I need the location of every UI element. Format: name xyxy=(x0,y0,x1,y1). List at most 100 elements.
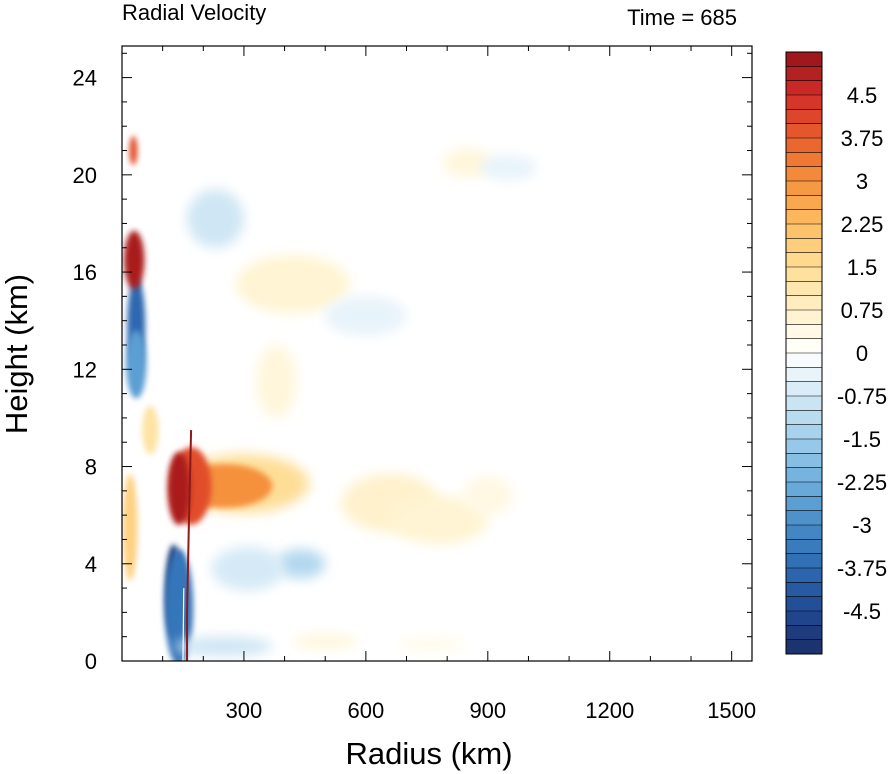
field-cell xyxy=(276,549,326,579)
chart-title-left: Radial Velocity xyxy=(122,0,266,25)
colorbar-swatch xyxy=(786,324,822,339)
colorbar-swatch xyxy=(786,410,822,425)
colorbar-swatch xyxy=(786,353,822,368)
field-cell xyxy=(398,636,464,652)
colorbar-swatch xyxy=(786,639,822,655)
colorbar-swatch xyxy=(786,224,822,239)
chart-title-right: Time = 685 xyxy=(627,5,737,30)
colorbar-swatch xyxy=(786,439,822,454)
colorbar-swatch xyxy=(786,295,822,311)
velocity-field xyxy=(122,135,537,661)
colorbar-label: 3 xyxy=(856,169,868,194)
colorbar-swatch xyxy=(786,52,822,67)
colorbar-label: -3.75 xyxy=(837,556,887,581)
y-tick-label: 12 xyxy=(73,357,97,382)
field-cell xyxy=(129,135,138,166)
colorbar-swatch xyxy=(786,181,822,196)
colorbar-swatch xyxy=(786,568,822,583)
eyewall-line xyxy=(186,430,193,661)
colorbar-swatch xyxy=(786,123,822,139)
x-tick-label: 1500 xyxy=(707,698,756,723)
field-cell xyxy=(256,344,297,418)
x-tick-label: 300 xyxy=(226,698,263,723)
x-axis-title: Radius (km) xyxy=(345,736,512,771)
x-tick-label: 1200 xyxy=(585,698,634,723)
x-tick-labels: 300 600 900 1200 1500 xyxy=(226,698,757,723)
colorbar-swatch xyxy=(786,238,822,253)
colorbar-label: -4.5 xyxy=(843,599,881,624)
plot-area xyxy=(121,45,753,662)
colorbar-swatch xyxy=(786,482,822,497)
field-cell xyxy=(479,155,537,180)
eyewall-line-inner xyxy=(182,588,185,661)
colorbar-label: -1.5 xyxy=(843,427,881,452)
field-cell xyxy=(142,405,159,455)
colorbar-swatch xyxy=(786,310,822,325)
field-cell xyxy=(124,230,145,290)
field-cell xyxy=(164,549,194,661)
colorbar-swatch xyxy=(786,281,822,296)
y-tick-label: 16 xyxy=(73,260,97,285)
y-tick-label: 0 xyxy=(85,649,97,674)
field-cell xyxy=(187,189,244,248)
field-cell xyxy=(122,473,138,581)
axis-ticks xyxy=(122,46,752,662)
colorbar-swatch xyxy=(786,209,822,225)
field-cell xyxy=(443,148,492,178)
colorbar-labels: 4.5 3.75 3 2.25 1.5 0.75 0 -0.75 -1.5 -2.25 -3 -3.7… xyxy=(837,83,887,624)
colorbar-swatch xyxy=(786,396,822,411)
colorbar-swatch xyxy=(786,525,822,540)
field-cell xyxy=(390,495,488,545)
colorbar xyxy=(785,51,823,655)
colorbar-label: -0.75 xyxy=(837,384,887,409)
colorbar-label: 2.25 xyxy=(841,212,884,237)
colorbar-swatch xyxy=(786,539,822,554)
colorbar-swatch xyxy=(786,596,822,612)
field-cell xyxy=(292,634,358,649)
colorbar-swatch xyxy=(786,424,822,440)
colorbar-swatch xyxy=(786,152,822,167)
y-tick-labels: 0 4 8 12 16 20 24 xyxy=(73,66,97,674)
colorbar-swatch xyxy=(786,582,822,597)
colorbar-swatch xyxy=(786,553,822,569)
colorbar-swatch xyxy=(786,138,822,153)
field-cell xyxy=(126,330,147,399)
y-tick-label: 20 xyxy=(73,163,97,188)
colorbar-label: 0 xyxy=(856,341,868,366)
colorbar-swatch xyxy=(786,611,822,626)
colorbar-swatch xyxy=(786,252,822,268)
colorbar-swatch xyxy=(786,467,822,483)
field-cell xyxy=(463,476,513,516)
colorbar-swatch xyxy=(786,267,822,282)
y-tick-label: 4 xyxy=(85,552,97,577)
plot-frame xyxy=(121,45,753,662)
colorbar-label: 3.75 xyxy=(841,126,884,151)
colorbar-swatch xyxy=(786,195,822,210)
colorbar-swatch xyxy=(786,496,822,511)
colorbar-label: 0.75 xyxy=(841,298,884,323)
field-cell xyxy=(174,636,273,657)
field-cell xyxy=(211,546,285,591)
colorbar-swatch xyxy=(786,510,822,526)
colorbar-swatch xyxy=(786,95,822,110)
colorbar-swatch xyxy=(786,166,822,182)
field-cell xyxy=(325,296,407,336)
colorbar-frame xyxy=(785,51,823,655)
y-tick-label: 8 xyxy=(85,455,97,480)
colorbar-swatch xyxy=(786,453,822,468)
field-cell xyxy=(167,451,191,525)
colorbar-label: -3 xyxy=(852,513,872,538)
field-cell xyxy=(235,255,350,314)
y-tick-label: 24 xyxy=(73,66,97,91)
colorbar-swatch xyxy=(786,109,822,124)
colorbar-swatch xyxy=(786,66,822,81)
colorbar-label: -2.25 xyxy=(837,470,887,495)
colorbar-swatch xyxy=(786,80,822,96)
colorbar-swatch xyxy=(786,367,822,382)
colorbar-swatch xyxy=(786,338,822,354)
colorbar-swatch xyxy=(786,625,822,640)
x-tick-label: 600 xyxy=(348,698,385,723)
y-axis-title: Height (km) xyxy=(0,274,34,434)
colorbar-label: 4.5 xyxy=(847,83,878,108)
